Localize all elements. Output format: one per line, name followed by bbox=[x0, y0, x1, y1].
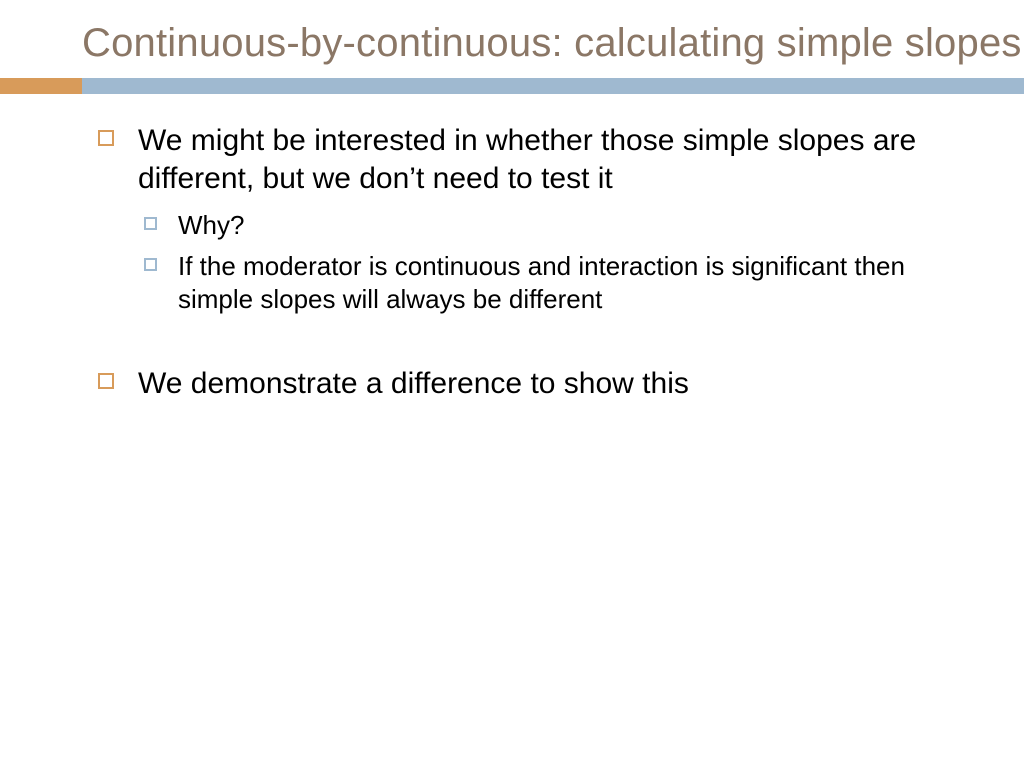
accent-bar-right bbox=[82, 78, 1024, 94]
bullet-text: Why? bbox=[178, 209, 964, 242]
bullet-marker-icon bbox=[98, 122, 138, 146]
bullet-level1: We demonstrate a difference to show this bbox=[98, 365, 964, 403]
accent-bar bbox=[0, 78, 1024, 94]
bullet-text: We demonstrate a difference to show this bbox=[138, 365, 964, 403]
slide-title: Continuous-by-continuous: calculating si… bbox=[0, 0, 1024, 78]
slide-body: We might be interested in whether those … bbox=[0, 94, 1024, 403]
bullet-marker-icon bbox=[144, 209, 178, 230]
bullet-marker-icon bbox=[144, 250, 178, 271]
spacer bbox=[98, 325, 964, 365]
bullet-marker-icon bbox=[98, 365, 138, 389]
bullet-level2: If the moderator is continuous and inter… bbox=[144, 250, 964, 317]
bullet-sub-group: Why? If the moderator is continuous and … bbox=[98, 209, 964, 317]
bullet-text: If the moderator is continuous and inter… bbox=[178, 250, 964, 317]
slide: Continuous-by-continuous: calculating si… bbox=[0, 0, 1024, 768]
bullet-level2: Why? bbox=[144, 209, 964, 242]
bullet-text: We might be interested in whether those … bbox=[138, 122, 964, 199]
bullet-level1: We might be interested in whether those … bbox=[98, 122, 964, 199]
accent-bar-left bbox=[0, 78, 82, 94]
